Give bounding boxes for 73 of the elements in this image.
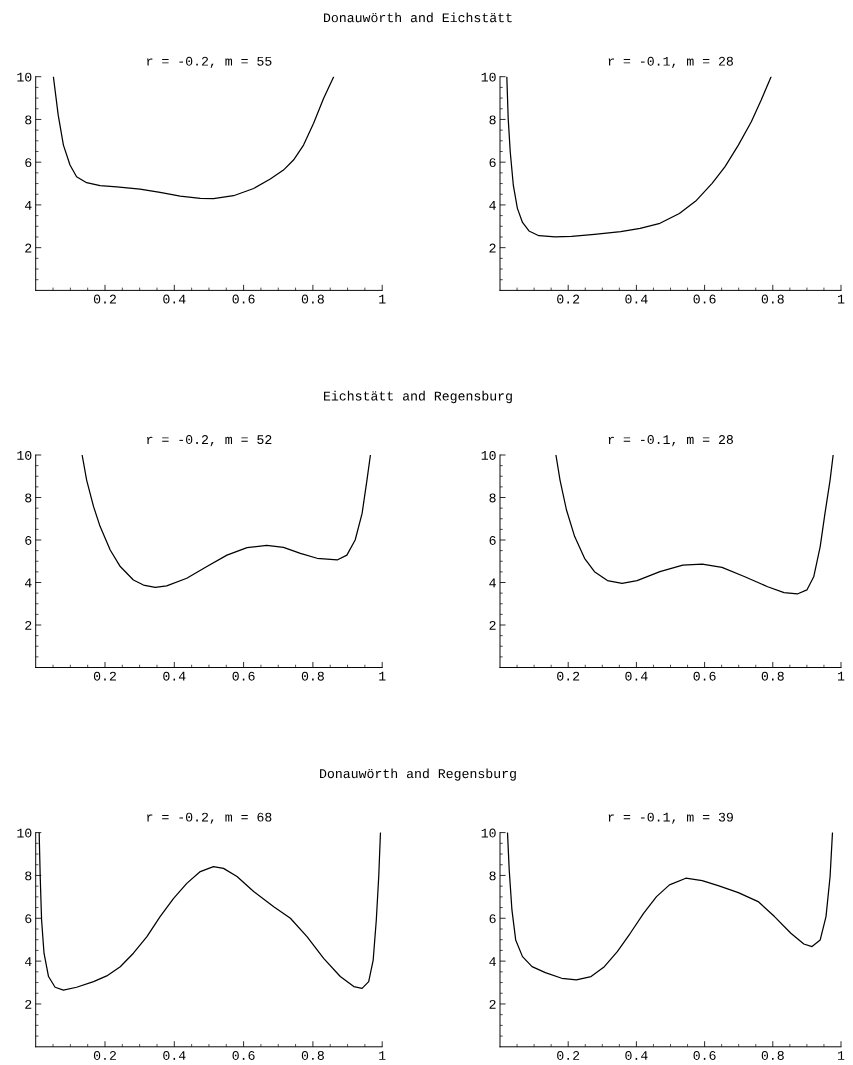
chart-title: r = -0.1, m = 39 <box>608 812 733 824</box>
y-tick-label: 6 <box>25 914 32 924</box>
y-tick-label: 2 <box>489 620 496 630</box>
y-tick-label: 4 <box>489 578 496 588</box>
x-tick-label: 0.2 <box>93 294 116 304</box>
line-series <box>52 76 335 200</box>
y-tick-label: 6 <box>489 158 496 168</box>
y-tick-label: 10 <box>17 72 32 82</box>
x-tick-label: 0.8 <box>761 294 784 304</box>
x-tick-label: 0.6 <box>693 294 716 304</box>
x-tick-label: 0.2 <box>557 671 580 681</box>
x-tick-label: 0.4 <box>625 1051 648 1060</box>
x-tick-label: 0.8 <box>301 671 324 681</box>
y-tick-label: 8 <box>489 871 496 881</box>
text: Donauwörth and Eichstätt <box>324 12 512 23</box>
x-tick-label: 0.6 <box>232 1051 255 1060</box>
y-tick-label: 10 <box>481 72 496 82</box>
x-tick-label: 0.2 <box>557 294 580 304</box>
y-tick-label: 4 <box>24 957 32 966</box>
chart-title: r = -0.2, m = 68 <box>147 812 272 824</box>
y-tick-label: 2 <box>25 620 32 630</box>
line-series <box>38 832 382 991</box>
y-tick-label: 8 <box>489 115 496 125</box>
y-tick-label: 6 <box>489 914 496 924</box>
y-tick-label: 6 <box>25 535 32 545</box>
chart-title: r = -0.2, m = 52 <box>147 435 272 447</box>
y-tick-label: 4 <box>489 957 496 966</box>
y-tick-label: 2 <box>489 999 496 1009</box>
y-tick-label: 2 <box>25 999 32 1009</box>
x-tick-label: 1 <box>379 1051 386 1060</box>
y-tick-label: 2 <box>25 243 32 253</box>
y-tick-label: 8 <box>489 493 496 503</box>
x-tick-label: 0.8 <box>761 671 784 681</box>
y-tick-label: 8 <box>25 871 32 881</box>
text: Donauwörth and Regensburg <box>320 768 516 781</box>
x-tick-label: 0.4 <box>625 671 648 681</box>
y-tick-label: 4 <box>24 578 32 588</box>
x-tick-label: 1 <box>838 671 845 681</box>
line-series <box>81 455 372 589</box>
x-tick-label: 0.6 <box>693 671 716 681</box>
line-series <box>555 455 834 595</box>
x-tick-label: 0.8 <box>761 1051 784 1060</box>
y-tick-label: 10 <box>17 450 32 460</box>
x-tick-label: 0.2 <box>93 671 116 681</box>
y-tick-label: 8 <box>25 493 32 503</box>
x-tick-label: 0.6 <box>693 1051 716 1060</box>
y-tick-label: 10 <box>481 450 496 460</box>
x-tick-label: 0.8 <box>301 294 324 304</box>
x-tick-label: 0.6 <box>232 671 255 681</box>
x-tick-label: 0.4 <box>163 1051 186 1060</box>
x-tick-label: 0.2 <box>93 1051 116 1060</box>
x-tick-label: 0.2 <box>557 1051 580 1060</box>
x-tick-label: 0.4 <box>163 294 186 304</box>
x-tick-label: 1 <box>838 294 845 304</box>
y-tick-label: 10 <box>481 828 496 838</box>
x-tick-label: 1 <box>379 294 386 304</box>
chart-title: r = -0.1, m = 28 <box>608 56 733 68</box>
y-tick-label: 10 <box>17 828 32 838</box>
x-tick-label: 1 <box>838 1051 845 1060</box>
x-tick-label: 0.8 <box>301 1051 324 1060</box>
y-tick-label: 8 <box>25 115 32 125</box>
x-tick-label: 0.4 <box>163 671 186 681</box>
y-tick-label: 6 <box>25 158 32 168</box>
y-tick-label: 4 <box>489 201 496 210</box>
x-tick-label: 1 <box>379 671 386 681</box>
x-tick-label: 0.4 <box>625 294 648 304</box>
x-tick-label: 0.6 <box>232 294 255 304</box>
chart-title: r = -0.2, m = 55 <box>147 56 272 68</box>
y-tick-label: 2 <box>489 243 496 253</box>
y-tick-label: 6 <box>489 535 496 545</box>
text: Eichstätt and Regensburg <box>324 390 512 404</box>
y-tick-label: 4 <box>24 201 32 210</box>
chart-title: r = -0.1, m = 28 <box>608 435 733 447</box>
